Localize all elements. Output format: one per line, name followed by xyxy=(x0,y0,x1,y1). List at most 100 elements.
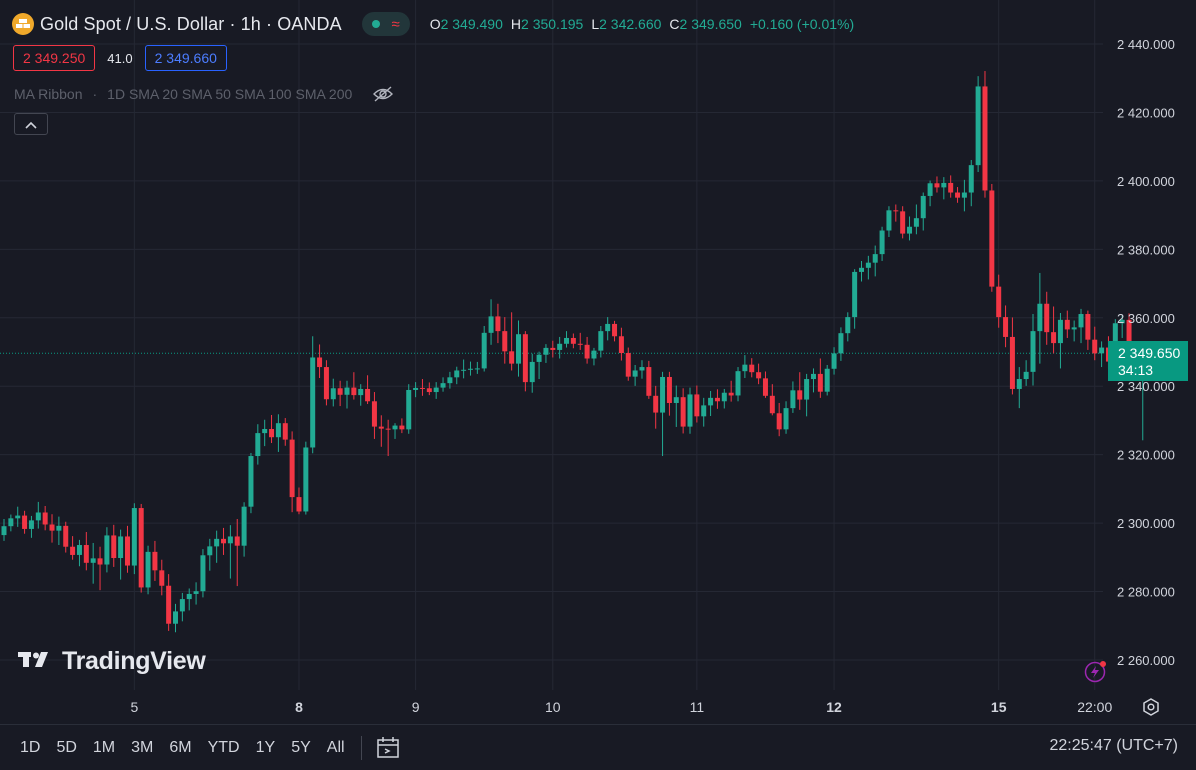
x-axis-tick-label: 15 xyxy=(991,699,1007,715)
candle-body xyxy=(262,429,268,434)
candle-body xyxy=(371,401,377,427)
tradingview-watermark[interactable]: TradingView xyxy=(18,647,206,676)
candle-body xyxy=(392,425,398,430)
candle-body xyxy=(893,210,899,212)
current-price-tag: 2 349.650 34:13 xyxy=(1108,341,1188,381)
candle-body xyxy=(598,331,604,351)
candle-body xyxy=(790,390,796,409)
candle-body xyxy=(193,591,199,594)
candle-body xyxy=(1057,319,1063,344)
candle-body xyxy=(378,426,384,429)
candle-body xyxy=(413,387,419,390)
buy-button[interactable]: 2 349.660 xyxy=(144,45,227,71)
candle-body xyxy=(920,195,926,219)
candle-body xyxy=(557,343,563,350)
candle-body xyxy=(221,538,227,544)
candle-body xyxy=(90,558,96,563)
candle-body xyxy=(173,611,178,624)
y-axis-tick-label: 2 260.000 xyxy=(1117,653,1175,668)
timeframe-1y[interactable]: 1Y xyxy=(255,738,276,756)
timeframe-3m[interactable]: 3M xyxy=(131,738,154,756)
gear-icon[interactable] xyxy=(1141,697,1161,717)
candle-body xyxy=(1003,317,1009,337)
sell-button[interactable]: 2 349.250 xyxy=(13,45,96,71)
indicator-separator: · xyxy=(92,86,98,102)
candle-body xyxy=(97,558,103,565)
timeframe-ytd[interactable]: YTD xyxy=(207,738,240,756)
candle-body xyxy=(742,364,748,372)
candle-body xyxy=(907,226,913,234)
timeframe-5y[interactable]: 5Y xyxy=(291,738,311,756)
y-axis-tick-label: 2 440.000 xyxy=(1117,37,1175,52)
timeframe-6m[interactable]: 6M xyxy=(169,738,192,756)
timeframe-all[interactable]: All xyxy=(326,738,345,756)
candle-body xyxy=(351,387,357,396)
candle-body xyxy=(660,376,666,413)
candle-body xyxy=(1,526,7,536)
candle-body xyxy=(879,230,885,255)
candle-body xyxy=(111,535,117,559)
candle-body xyxy=(365,388,371,402)
candle-body xyxy=(166,585,172,624)
candle-body xyxy=(1037,303,1043,332)
low-value: 2 342.660 xyxy=(599,16,662,32)
candle-body xyxy=(344,387,350,395)
bar-countdown: 34:13 xyxy=(1118,362,1154,378)
candle-body xyxy=(1023,371,1029,380)
candle-body xyxy=(28,520,34,529)
y-axis-tick-label: 2 360.000 xyxy=(1117,311,1175,326)
candle-body xyxy=(577,343,583,345)
candle-body xyxy=(536,354,542,362)
candle-body xyxy=(1009,336,1015,389)
current-price-label: 2 349.650 xyxy=(1118,345,1181,361)
candle-body xyxy=(687,394,693,427)
calendar-goto-icon[interactable] xyxy=(376,736,402,760)
symbol-title[interactable]: Gold Spot / U.S. Dollar · 1h · OANDA xyxy=(40,13,342,34)
bottom-toolbar: 1D 5D 1M 3M 6M YTD 1Y 5Y All 22:25:47 (U… xyxy=(0,724,1196,770)
candle-body xyxy=(872,254,878,263)
low-label: L xyxy=(591,16,600,32)
candle-body xyxy=(454,370,460,378)
candle-body xyxy=(282,423,288,440)
candle-body xyxy=(1126,319,1132,355)
candle-body xyxy=(817,373,823,392)
candle-body xyxy=(207,546,213,556)
market-status-pill[interactable]: ≈ xyxy=(361,12,410,36)
candle-body xyxy=(385,428,391,430)
lightning-icon[interactable] xyxy=(1084,661,1106,683)
candle-body xyxy=(831,353,837,369)
candle-body xyxy=(461,369,467,371)
candle-body xyxy=(275,423,281,438)
candle-body xyxy=(955,192,961,198)
candle-body xyxy=(591,350,597,359)
candle-body xyxy=(584,344,590,359)
candle-body xyxy=(474,368,480,370)
candle-body xyxy=(310,357,316,448)
candle-body xyxy=(989,190,995,287)
candle-body xyxy=(564,337,570,344)
market-open-icon xyxy=(371,20,380,28)
candle-body xyxy=(666,376,672,403)
chevron-up-icon xyxy=(25,117,37,132)
candle-body xyxy=(708,397,714,406)
candle-body xyxy=(296,497,302,512)
timeframe-1m[interactable]: 1M xyxy=(92,738,116,756)
candle-body xyxy=(49,524,55,531)
timeframe-1d[interactable]: 1D xyxy=(20,738,41,756)
candle-body xyxy=(529,361,535,383)
indicator-legend[interactable]: MA Ribbon · 1D SMA 20 SMA 50 SMA 100 SMA… xyxy=(14,86,394,102)
timeframe-5d[interactable]: 5D xyxy=(56,738,77,756)
candle-body xyxy=(948,182,954,193)
candle-body xyxy=(783,408,789,430)
candle-body xyxy=(749,364,755,373)
candle-body xyxy=(913,218,919,227)
indicator-params: 1D SMA 20 SMA 50 SMA 100 SMA 200 xyxy=(107,86,353,102)
eye-crossed-icon[interactable] xyxy=(372,86,394,102)
candle-body xyxy=(646,367,652,396)
clock-display[interactable]: 22:25:47 (UTC+7) xyxy=(1049,737,1178,754)
candle-body xyxy=(1078,314,1084,328)
candle-body xyxy=(56,525,62,531)
collapse-legend-button[interactable] xyxy=(14,113,48,135)
candle-body xyxy=(865,262,871,268)
